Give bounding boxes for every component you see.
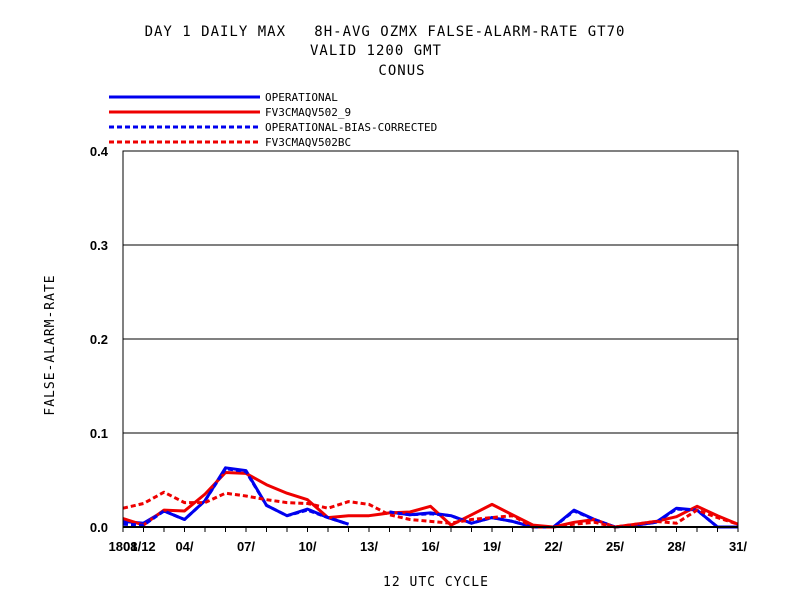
legend-label-1: OPERATIONAL	[265, 91, 338, 104]
x-tick-label: 04/	[175, 539, 193, 554]
series-layer	[122, 466, 739, 529]
x-tick-label: 22/	[544, 539, 562, 554]
y-axis-label: FALSE-ALARM-RATE	[43, 274, 58, 415]
x-tick-label: 10/	[298, 539, 316, 554]
x-tick-label: 31/	[729, 539, 747, 554]
x-tick-label: 01/12	[123, 539, 156, 554]
x-tick-label: 16/	[421, 539, 439, 554]
legend: OPERATIONAL FV3CMAQV502_9 OPERATIONAL-BIAS…	[109, 91, 437, 149]
x-axis-label: 12 UTC CYCLE	[383, 575, 489, 590]
x-tick-label: 25/	[606, 539, 624, 554]
x-tick-label: 07/	[237, 539, 255, 554]
y-tick-label: 0.4	[90, 144, 109, 159]
y-tick-label: 0.3	[90, 238, 108, 253]
y-tick-label: 0.1	[90, 426, 108, 441]
chart-subtitle: VALID 1200 GMT	[310, 43, 442, 59]
series-line-4	[122, 490, 739, 529]
y-tick-label: 0.2	[90, 332, 108, 347]
legend-label-2: FV3CMAQV502_9	[265, 106, 351, 119]
x-tick-label: 1808	[109, 539, 138, 554]
x-tick-label: 19/	[483, 539, 501, 554]
grid	[123, 150, 738, 434]
y-tick-label: 0.0	[90, 520, 108, 535]
x-tick-label: 13/	[360, 539, 378, 554]
series-line-3	[122, 467, 738, 529]
chart-title: DAY 1 DAILY MAX 8H-AVG OZMX FALSE-ALARM-…	[145, 24, 626, 40]
legend-label-3: OPERATIONAL-BIAS-CORRECTED	[265, 121, 437, 134]
series-line-2	[122, 471, 739, 529]
x-tick-label: 28/	[667, 539, 685, 554]
legend-label-4: FV3CMAQV502BC	[265, 136, 351, 149]
chart-region: CONUS	[378, 63, 425, 79]
